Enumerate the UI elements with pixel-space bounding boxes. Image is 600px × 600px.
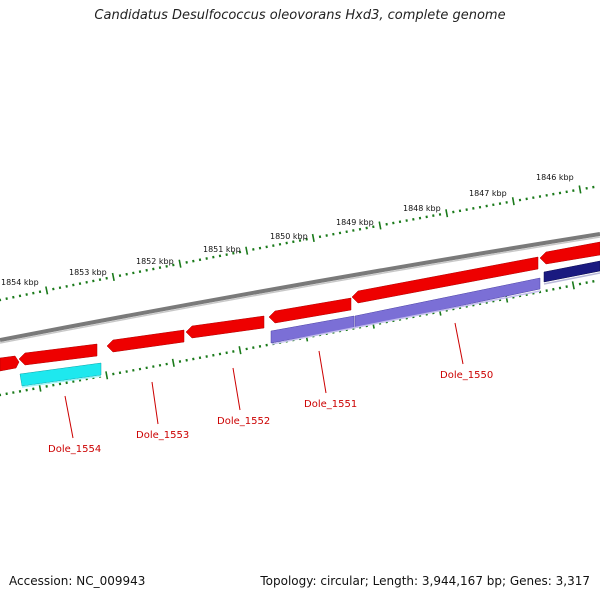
- gene-block-dark[interactable]: [543, 260, 600, 283]
- gene-leader-lines: [64, 322, 464, 439]
- major-tick: [245, 246, 249, 255]
- kbp-label: 1854 kbp: [1, 278, 39, 287]
- major-tick: [111, 272, 115, 282]
- major-tick: [378, 221, 382, 230]
- gene-shadow: [21, 375, 102, 388]
- gene-arrow-dole-1553[interactable]: [106, 329, 185, 353]
- page-title: Candidatus Desulfococcus oleovorans Hxd3…: [94, 8, 506, 23]
- kbp-label: 1847 kbp: [469, 189, 507, 198]
- leader-line: [64, 395, 74, 439]
- major-tick: [578, 185, 582, 194]
- kbp-label: 1848 kbp: [403, 204, 441, 213]
- kbp-label: 1850 kbp: [270, 232, 308, 241]
- gene-block-dole-1554[interactable]: [19, 362, 102, 387]
- major-tick: [571, 281, 575, 290]
- kbp-label: 1846 kbp: [536, 173, 574, 182]
- genome-backbone-shadow: [0, 236, 600, 344]
- major-tick: [445, 209, 449, 218]
- gene-label-dole-1551[interactable]: Dole_1551: [304, 399, 357, 410]
- major-tick: [178, 259, 182, 268]
- gene-label-dole-1554[interactable]: Dole_1554: [48, 444, 101, 455]
- gene-arrow-dole-1550-fwd[interactable]: [351, 256, 539, 304]
- kbp-label: 1849 kbp: [336, 218, 374, 227]
- kbp-label: 1853 kbp: [69, 268, 107, 277]
- gene-arrow-dole-1551-fwd[interactable]: [268, 297, 352, 324]
- kbp-label: 1851 kbp: [203, 245, 241, 254]
- major-tick: [171, 358, 175, 367]
- gene-arrow-dole-1552[interactable]: [185, 315, 265, 339]
- accession-text: Accession: NC_009943: [9, 574, 146, 588]
- leader-line: [151, 381, 159, 425]
- gene-labels: Dole_1554 Dole_1553 Dole_1552 Dole_1551 …: [48, 370, 493, 455]
- leader-line: [454, 322, 464, 365]
- genome-backbone: [0, 232, 600, 342]
- leader-line: [232, 367, 241, 411]
- reverse-strand-genes: [19, 260, 600, 388]
- gene-label-dole-1553[interactable]: Dole_1553: [136, 430, 189, 441]
- gene-shadow: [543, 272, 600, 285]
- gene-block-dole-1550[interactable]: [354, 277, 541, 329]
- gene-label-dole-1552[interactable]: Dole_1552: [217, 416, 270, 427]
- forward-strand-genes: [0, 241, 600, 372]
- gene-label-dole-1550[interactable]: Dole_1550: [440, 370, 493, 381]
- gene-shadow: [271, 290, 541, 345]
- leader-line: [318, 350, 327, 394]
- major-tick: [511, 197, 515, 206]
- topology-text: Topology: circular; Length: 3,944,167 bp…: [260, 574, 590, 588]
- outer-tick-track: [0, 185, 595, 302]
- major-tick: [45, 286, 49, 295]
- major-tick: [238, 346, 242, 355]
- gene-arrow-right[interactable]: [539, 241, 600, 265]
- gene-arrow-dole-1554-upper[interactable]: [18, 343, 98, 366]
- major-tick: [311, 233, 315, 243]
- kbp-label: 1852 kbp: [136, 257, 174, 266]
- major-tick: [105, 371, 109, 380]
- gene-arrow-fwd[interactable]: [0, 355, 20, 372]
- kbp-labels: 1854 kbp 1853 kbp 1852 kbp 1851 kbp 1850…: [1, 173, 574, 287]
